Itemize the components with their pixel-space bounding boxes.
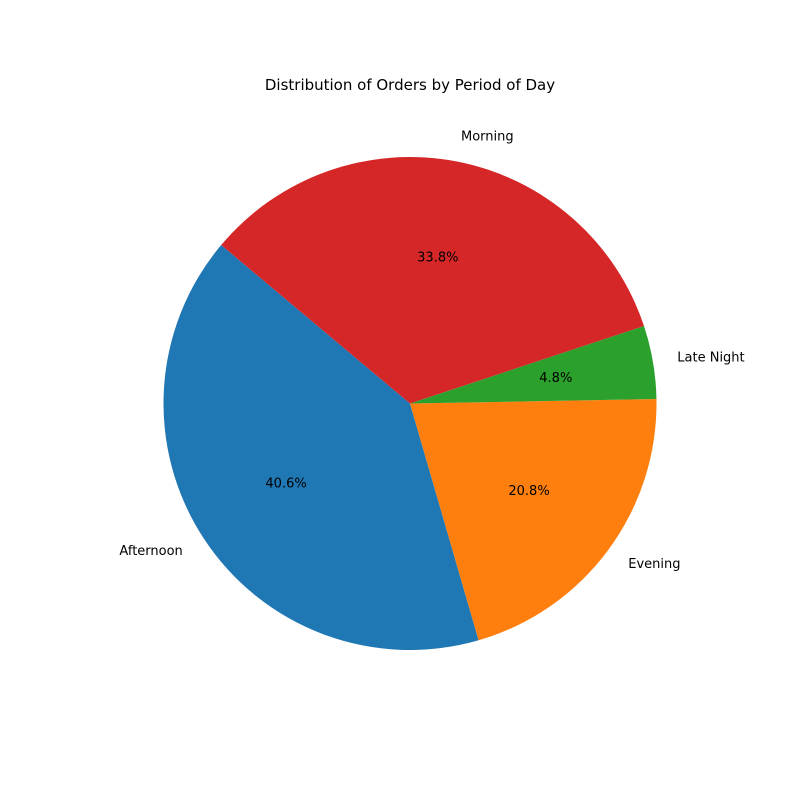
pie-slices: [163, 157, 657, 651]
pie-slice-late-night: [410, 326, 657, 404]
slice-percent-afternoon: 40.6%: [265, 477, 306, 492]
pie-slice-evening: [410, 399, 657, 641]
slice-label-afternoon: Afternoon: [119, 544, 182, 559]
pie-labels: Afternoon 40.6% Evening 20.8% Late Night 4.8%…: [119, 130, 744, 572]
slice-label-morning: Morning: [461, 130, 514, 145]
chart-title: Distribution of Orders by Period of Day: [265, 76, 555, 94]
slice-percent-late-night: 4.8%: [539, 371, 572, 386]
slice-label-late-night: Late Night: [677, 350, 744, 365]
slice-label-evening: Evening: [628, 557, 680, 572]
slice-percent-morning: 33.8%: [417, 251, 458, 266]
pie-slice-morning: [221, 157, 645, 404]
slice-percent-evening: 20.8%: [508, 484, 549, 499]
pie-slice-afternoon: [163, 245, 479, 651]
